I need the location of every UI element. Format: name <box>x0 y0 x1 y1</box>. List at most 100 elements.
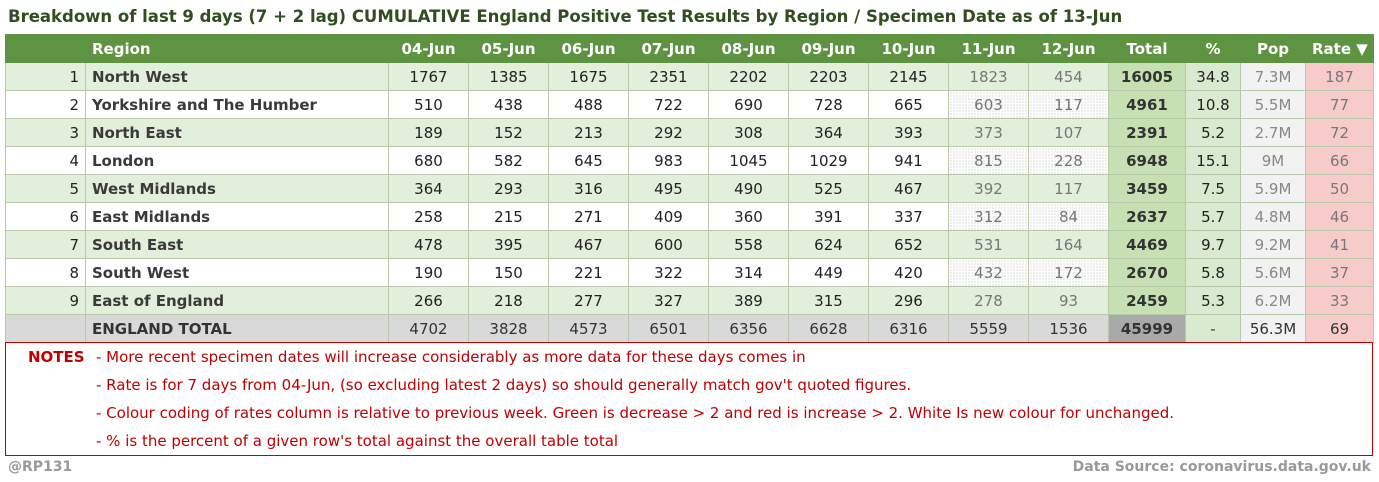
value-cell: 438 <box>468 90 549 119</box>
value-cell: 9M <box>1240 146 1306 175</box>
total-row: ENGLAND TOTAL 4702 3828 4573 6501 6356 6628 631… <box>5 314 1374 343</box>
value-cell: 6948 <box>1108 146 1186 175</box>
value-cell: 6.2M <box>1240 286 1306 315</box>
value-cell: 213 <box>548 118 629 147</box>
region-cell: North West <box>85 62 389 91</box>
header-cell: 05-Jun <box>468 34 549 63</box>
value-cell: 296 <box>868 286 949 315</box>
value-cell: 5.6M <box>1240 258 1306 287</box>
note-item: - More recent specimen dates will increa… <box>96 348 806 366</box>
value-cell: 33 <box>1305 286 1374 315</box>
value-cell: 815 <box>948 146 1029 175</box>
value-cell: 5.7 <box>1185 202 1241 231</box>
region-cell: North East <box>85 118 389 147</box>
value-cell: 5559 <box>948 314 1029 343</box>
value-cell: 4573 <box>548 314 629 343</box>
value-cell: 392 <box>948 174 1029 203</box>
note-item: - % is the percent of a given row's tota… <box>96 432 619 450</box>
value-cell: 395 <box>468 230 549 259</box>
value-cell: 7.3M <box>1240 62 1306 91</box>
value-cell: 2203 <box>788 62 869 91</box>
value-cell: 6356 <box>708 314 789 343</box>
value-cell: 164 <box>1028 230 1109 259</box>
rank-cell: 4 <box>5 146 86 175</box>
table-row: 9 East of England 266 218 277 327 389 315 296 278… <box>5 286 1374 315</box>
value-cell: 292 <box>628 118 709 147</box>
value-cell: 3459 <box>1108 174 1186 203</box>
value-cell: 420 <box>868 258 949 287</box>
header-cell: 12-Jun <box>1028 34 1109 63</box>
header-cell: Total <box>1108 34 1186 63</box>
rank-cell: 5 <box>5 174 86 203</box>
region-cell: ENGLAND TOTAL <box>85 314 389 343</box>
value-cell: 322 <box>628 258 709 287</box>
value-cell: 432 <box>948 258 1029 287</box>
value-cell: 72 <box>1305 118 1374 147</box>
value-cell: 50 <box>1305 174 1374 203</box>
header-cell: 11-Jun <box>948 34 1029 63</box>
value-cell: 314 <box>708 258 789 287</box>
value-cell: 34.8 <box>1185 62 1241 91</box>
header-cell: 10-Jun <box>868 34 949 63</box>
table-row: 1 North West 1767 1385 1675 2351 2202 2203 2145 1… <box>5 62 1374 91</box>
value-cell: 1536 <box>1028 314 1109 343</box>
rank-cell: 6 <box>5 202 86 231</box>
value-cell: 467 <box>868 174 949 203</box>
value-cell: 93 <box>1028 286 1109 315</box>
table-row: 7 South East 478 395 467 600 558 624 652 531 164 44… <box>5 230 1374 259</box>
value-cell: 1385 <box>468 62 549 91</box>
value-cell: 690 <box>708 90 789 119</box>
value-cell: 3828 <box>468 314 549 343</box>
value-cell: 467 <box>548 230 629 259</box>
header-row: Region 04-Jun 05-Jun 06-Jun 07-Jun 08-Jun 09-J… <box>5 34 1374 63</box>
value-cell: 449 <box>788 258 869 287</box>
value-cell: 190 <box>388 258 469 287</box>
table-row: 5 West Midlands 364 293 316 495 490 525 467 392 11… <box>5 174 1374 203</box>
value-cell: 983 <box>628 146 709 175</box>
value-cell: 558 <box>708 230 789 259</box>
value-cell: 2202 <box>708 62 789 91</box>
table-row: 6 East Midlands 258 215 271 409 360 391 337 312 84… <box>5 202 1374 231</box>
value-cell: 525 <box>788 174 869 203</box>
region-cell: East of England <box>85 286 389 315</box>
table-row: 8 South West 190 150 221 322 314 449 420 432 172 26… <box>5 258 1374 287</box>
value-cell: 531 <box>948 230 1029 259</box>
value-cell: 271 <box>548 202 629 231</box>
header-cell: Region <box>85 34 389 63</box>
header-cell <box>5 34 86 63</box>
title: Breakdown of last 9 days (7 + 2 lag) CUM… <box>8 7 1123 26</box>
value-cell: 373 <box>948 118 1029 147</box>
value-cell: 624 <box>788 230 869 259</box>
value-cell: 266 <box>388 286 469 315</box>
value-cell: 2459 <box>1108 286 1186 315</box>
value-cell: 5.3 <box>1185 286 1241 315</box>
value-cell: 215 <box>468 202 549 231</box>
value-cell: - <box>1185 314 1241 343</box>
value-cell: 391 <box>788 202 869 231</box>
value-cell: 189 <box>388 118 469 147</box>
value-cell: 77 <box>1305 90 1374 119</box>
value-cell: 1029 <box>788 146 869 175</box>
value-cell: 10.8 <box>1185 90 1241 119</box>
value-cell: 652 <box>868 230 949 259</box>
value-cell: 66 <box>1305 146 1374 175</box>
value-cell: 187 <box>1305 62 1374 91</box>
table-row: 2 Yorkshire and The Humber 510 438 488 722 690… <box>5 90 1374 119</box>
value-cell: 228 <box>1028 146 1109 175</box>
value-cell: 360 <box>708 202 789 231</box>
value-cell: 364 <box>388 174 469 203</box>
value-cell: 69 <box>1305 314 1374 343</box>
value-cell: 6628 <box>788 314 869 343</box>
value-cell: 312 <box>948 202 1029 231</box>
value-cell: 278 <box>948 286 1029 315</box>
value-cell: 84 <box>1028 202 1109 231</box>
value-cell: 258 <box>388 202 469 231</box>
value-cell: 277 <box>548 286 629 315</box>
value-cell: 45999 <box>1108 314 1186 343</box>
note-item: - Rate is for 7 days from 04-Jun, (so ex… <box>96 376 912 394</box>
value-cell: 4469 <box>1108 230 1186 259</box>
rank-cell: 9 <box>5 286 86 315</box>
value-cell: 2391 <box>1108 118 1186 147</box>
value-cell: 600 <box>628 230 709 259</box>
table-row: 3 North East 189 152 213 292 308 364 393 373 107 23… <box>5 118 1374 147</box>
